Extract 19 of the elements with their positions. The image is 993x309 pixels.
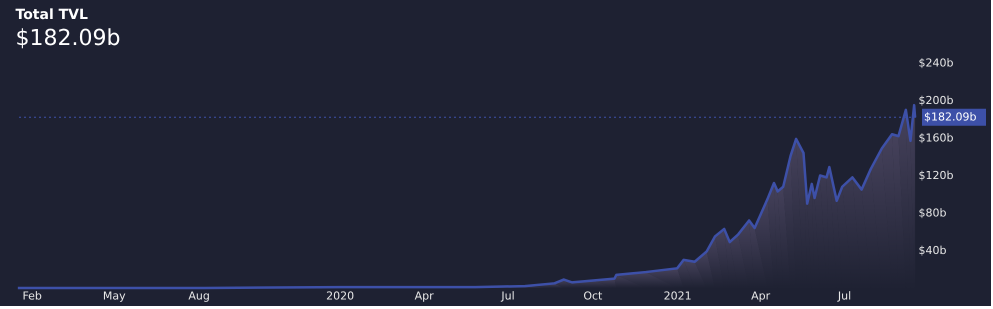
y-tick-label: $80b <box>918 206 946 220</box>
x-tick-label: Aug <box>188 290 210 302</box>
x-tick-label: Jul <box>836 290 852 302</box>
x-tick-label: Jul <box>500 290 515 302</box>
x-tick-label: 2020 <box>326 290 354 302</box>
y-tick-label: $40b <box>918 244 946 257</box>
y-tick-label: $240b <box>918 56 954 70</box>
x-tick-label: May <box>102 290 126 302</box>
x-tick-label: Apr <box>414 290 434 302</box>
y-tick-label: $120b <box>918 169 954 182</box>
chart-subtitle: $182.09b <box>16 26 120 51</box>
x-tick-label: Feb <box>22 290 42 302</box>
y-tick-label: $200b <box>918 94 954 107</box>
y-tick-label: $160b <box>918 132 954 144</box>
x-tick-label: 2021 <box>664 290 692 302</box>
x-tick-label: Oct <box>583 290 604 302</box>
ref-line-label: $182.09b <box>924 110 976 124</box>
x-tick-label: Apr <box>751 290 771 302</box>
chart-title: Total TVL <box>16 7 88 23</box>
